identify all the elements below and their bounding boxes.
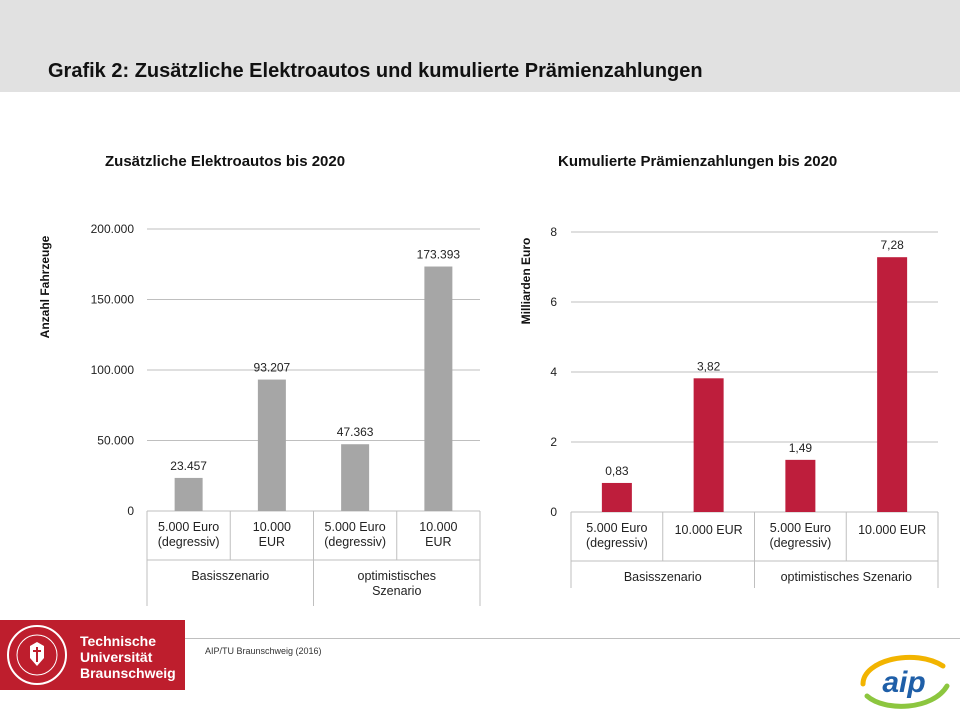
right-category-label-0-0: 5.000 Euro (586, 521, 647, 535)
left-value-label-0: 23.457 (170, 459, 207, 473)
right-value-label-2: 1,49 (789, 441, 813, 455)
right-category-label-3-0: 10.000 EUR (858, 523, 926, 537)
left-category-label-0-0: 5.000 Euro (158, 520, 219, 534)
right-bar-1 (693, 378, 724, 512)
left-ytick-label-0: 0 (127, 504, 134, 518)
right-category-label-0-1: (degressiv) (586, 536, 648, 550)
right-value-label-1: 3,82 (697, 359, 721, 373)
footer-divider (185, 638, 960, 639)
tu-line-2: Universität (80, 649, 153, 665)
aip-logo-icon: aip (860, 654, 950, 709)
left-value-label-1: 93.207 (254, 361, 291, 375)
right-ytick-label-2: 4 (550, 365, 557, 379)
right-chart-title: Kumulierte Prämienzahlungen bis 2020 (558, 153, 838, 170)
left-ytick-label-4: 200.000 (91, 222, 135, 236)
right-bar-2 (785, 459, 816, 512)
left-category-label-0-1: (degressiv) (158, 535, 220, 549)
right-category-label-2-0: 5.000 Euro (770, 521, 831, 535)
right-group-label-1-0: optimistisches Szenario (781, 570, 912, 584)
left-category-label-3-0: 10.000 (419, 520, 457, 534)
right-y-axis-label: Milliarden Euro (519, 238, 533, 325)
left-category-label-2-1: (degressiv) (324, 535, 386, 549)
left-bar-1 (257, 379, 286, 511)
tu-line-3: Braunschweig (80, 665, 176, 681)
page-title: Grafik 2: Zusätzliche Elektroautos und k… (48, 60, 703, 82)
left-group-label-1-0: optimistisches (358, 569, 437, 583)
right-value-label-0: 0,83 (605, 464, 629, 478)
aip-logo-text: aip (882, 666, 925, 699)
right-group-label-0-0: Basisszenario (624, 570, 702, 584)
tu-line-1: Technische (80, 633, 156, 649)
left-group-label-1-1: Szenario (372, 584, 421, 598)
left-bar-0 (174, 477, 203, 511)
left-y-axis-label: Anzahl Fahrzeuge (38, 235, 52, 338)
left-ytick-label-1: 50.000 (97, 434, 134, 448)
left-category-label-1-1: EUR (259, 535, 285, 549)
right-ytick-label-3: 6 (550, 295, 557, 309)
left-value-label-3: 173.393 (417, 248, 461, 262)
left-bar-2 (341, 444, 370, 511)
tu-seal-icon (7, 625, 67, 685)
left-group-label-0-0: Basisszenario (191, 569, 269, 583)
left-category-label-1-0: 10.000 (253, 520, 291, 534)
right-ytick-label-1: 2 (550, 435, 557, 449)
tu-wordmark: Technische Universität Braunschweig (80, 633, 176, 681)
left-ytick-label-3: 150.000 (91, 293, 135, 307)
right-category-label-2-1: (degressiv) (769, 536, 831, 550)
right-bar-3 (877, 257, 908, 512)
right-category-label-1-0: 10.000 EUR (675, 523, 743, 537)
left-chart-title: Zusätzliche Elektroautos bis 2020 (105, 153, 346, 170)
right-bar-0 (601, 482, 632, 512)
left-value-label-2: 47.363 (337, 425, 374, 439)
source-note: AIP/TU Braunschweig (2016) (205, 646, 322, 656)
header-band (0, 0, 960, 92)
left-bar-3 (424, 266, 453, 511)
left-category-label-2-0: 5.000 Euro (325, 520, 386, 534)
left-ytick-label-2: 100.000 (91, 363, 135, 377)
left-category-label-3-1: EUR (425, 535, 451, 549)
right-ytick-label-4: 8 (550, 225, 557, 239)
right-value-label-3: 7,28 (880, 238, 904, 252)
right-ytick-label-0: 0 (550, 505, 557, 519)
